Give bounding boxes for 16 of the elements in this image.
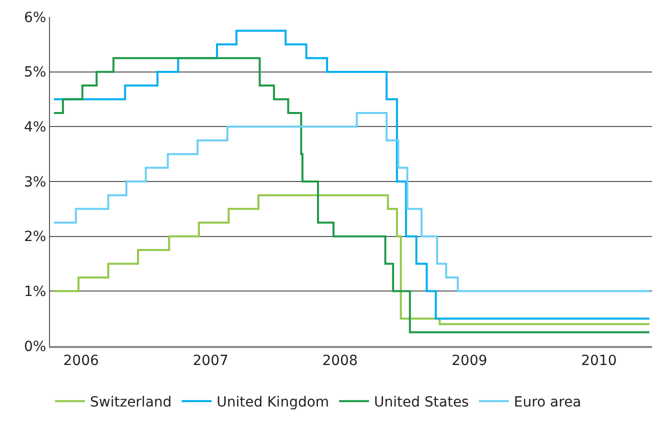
- y-tick-label: 2%: [24, 229, 46, 246]
- legend-label: United Kingdom: [216, 394, 330, 411]
- x-tick-label: 2008: [322, 352, 358, 369]
- y-tick-label: 0%: [24, 338, 46, 355]
- x-tick-label: 2006: [63, 352, 99, 369]
- y-tick-label: 5%: [24, 64, 46, 81]
- legend-label: Euro area: [514, 394, 582, 411]
- legend-label: United States: [374, 394, 469, 411]
- y-tick-label: 6%: [24, 10, 46, 26]
- y-tick-label: 4%: [24, 120, 46, 136]
- x-tick-label: 2009: [452, 352, 488, 369]
- legend-label: Switzerland: [90, 394, 172, 411]
- y-tick-label: 1%: [24, 284, 46, 300]
- y-tick-label: 3%: [24, 174, 46, 190]
- x-tick-label: 2007: [192, 352, 228, 369]
- x-tick-label: 2010: [581, 352, 617, 369]
